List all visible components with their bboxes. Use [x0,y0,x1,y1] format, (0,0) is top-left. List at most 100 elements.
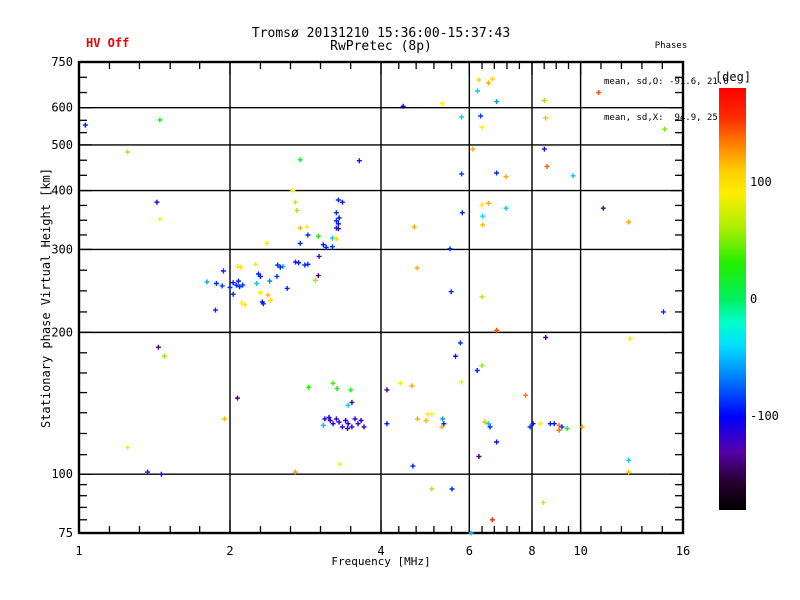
data-point [315,273,321,279]
data-point [329,244,335,250]
data-point [330,380,336,386]
data-point [230,291,236,297]
data-point [82,122,88,128]
data-point [219,283,225,289]
data-point [242,302,248,308]
data-point [540,500,546,506]
data-point [429,411,435,417]
data-point [237,284,243,290]
plot-title: Tromsø 20131210 15:36:00-15:37:43 [251,26,511,41]
data-point [336,419,342,425]
data-point [316,253,322,259]
phase-stats: Phases mean, sd,O: -91.6, 21.0 mean, sd,… [604,16,738,148]
x-tick-label: 6 [466,544,473,558]
data-point [253,261,259,267]
data-point [277,264,283,270]
data-point [494,170,500,176]
data-point [145,469,151,475]
data-point [312,277,318,283]
colorbar-gradient [719,88,746,510]
y-tick-label: 200 [51,325,73,339]
data-point [333,416,339,422]
data-point [275,262,281,268]
data-point [414,265,420,271]
data-point [235,395,240,401]
colorbar-label: [deg] [714,70,752,84]
data-point [297,157,303,163]
data-point [358,418,364,423]
data-point [482,419,488,425]
data-point [527,424,533,430]
data-point [334,386,340,391]
data-point [297,225,303,231]
y-tick-label: 500 [51,138,73,152]
data-point [440,416,446,422]
data-point [335,226,341,232]
data-point [157,117,163,123]
data-point [543,115,549,121]
data-point [259,299,265,305]
data-point [485,80,491,86]
data-point [304,224,310,230]
data-point [349,399,355,405]
data-point [323,244,329,250]
data-point [662,126,668,132]
data-point [352,416,358,422]
colorbar-tick-label: 100 [750,175,772,189]
data-point [274,273,280,279]
data-point [327,418,333,423]
data-point [409,383,415,389]
data-point [453,353,458,359]
data-point [530,421,536,427]
data-point [494,327,500,333]
data-point [155,344,161,350]
data-point [320,422,326,428]
phase-stats-x-mode: mean, sd,X: 94.9, 25.5 [604,113,729,123]
data-point [439,101,445,107]
data-point [570,173,576,179]
data-point [600,205,606,211]
data-point [220,268,226,274]
data-point [356,158,362,164]
x-axis-label: Frequency [MHz] [331,555,431,568]
data-point [257,273,263,279]
data-point [296,260,302,266]
colorbar-tick-label: 0 [750,292,757,306]
data-point [315,233,321,239]
data-point [489,517,495,523]
data-point [541,146,547,152]
data-point [292,469,298,475]
data-point [397,380,403,386]
data-point [537,421,543,427]
data-point [204,279,210,285]
data-point [268,297,274,303]
data-point [384,387,390,393]
data-point [294,207,300,213]
data-point [487,424,493,430]
data-point [660,309,666,315]
y-tick-label: 600 [51,101,73,115]
plot-border [77,60,685,535]
data-point [345,402,351,408]
data-point [154,199,160,205]
data-point [236,278,241,284]
data-point [627,336,633,342]
data-point [626,469,632,475]
data-point [355,421,361,427]
data-point [626,219,632,225]
data-point [239,300,245,306]
data-point [489,76,495,82]
data-point [326,414,332,420]
data-point [459,114,465,120]
hv-status: HV Off [86,36,130,50]
data-point [384,421,390,427]
data-point [322,416,328,422]
data-point [240,282,246,288]
data-point [459,171,465,177]
x-tick-label: 4 [377,544,384,558]
data-point [544,164,550,169]
data-point [157,216,163,222]
data-point [479,363,485,369]
data-point [541,98,547,104]
